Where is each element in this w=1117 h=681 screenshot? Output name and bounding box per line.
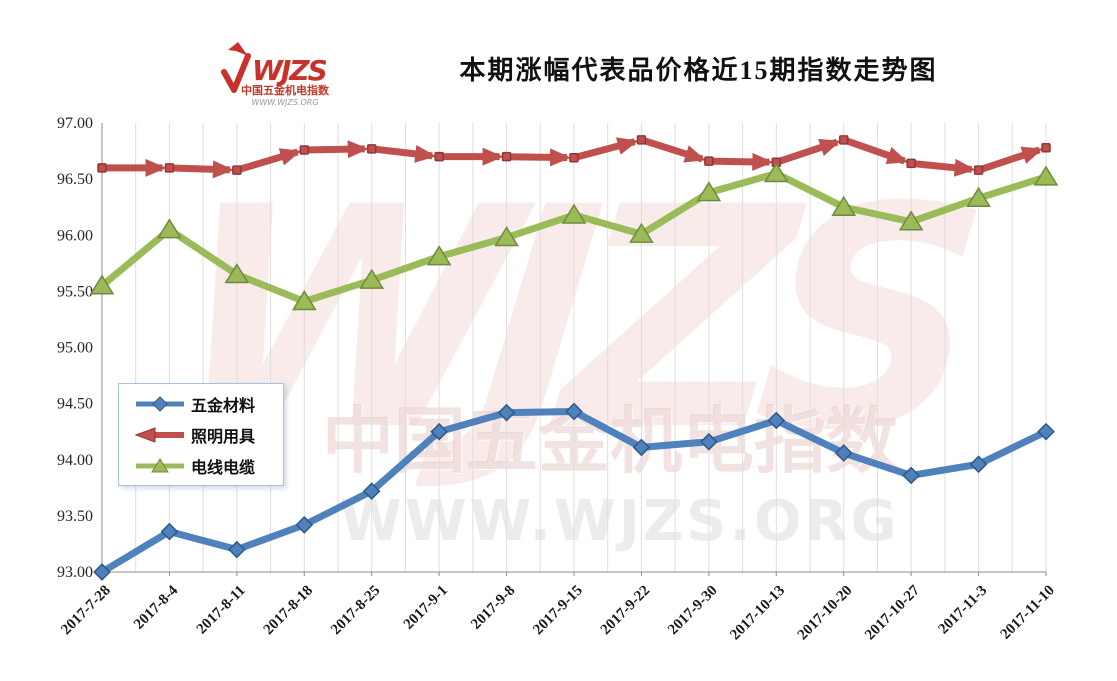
data-point-marker bbox=[696, 181, 722, 202]
legend-item-hardware: 五金材料 bbox=[133, 390, 283, 418]
data-point-marker bbox=[700, 432, 718, 451]
data-point-marker bbox=[763, 162, 789, 183]
data-point-marker bbox=[561, 203, 587, 224]
series-1 bbox=[97, 135, 1051, 179]
data-point-marker bbox=[295, 516, 314, 534]
data-point-marker bbox=[430, 422, 448, 441]
x-tick-label: 2017-8-4 bbox=[131, 582, 182, 633]
data-point-marker bbox=[902, 466, 920, 485]
series-2 bbox=[89, 162, 1059, 311]
data-point-marker bbox=[366, 144, 377, 154]
legend-label: 电线电缆 bbox=[191, 459, 256, 477]
data-point-marker bbox=[636, 135, 647, 145]
data-point-marker bbox=[232, 165, 242, 175]
logo-arrow-icon bbox=[221, 53, 251, 93]
data-point-marker bbox=[359, 268, 385, 289]
data-point-marker bbox=[973, 165, 984, 175]
data-point-marker bbox=[97, 163, 107, 173]
x-tick-label: 2017-9-15 bbox=[530, 583, 586, 639]
data-point-marker bbox=[362, 482, 381, 501]
y-tick-label: 95.50 bbox=[57, 283, 93, 300]
data-point-marker bbox=[767, 411, 786, 430]
data-point-marker bbox=[160, 522, 179, 541]
arrow-marker-icon bbox=[134, 426, 184, 443]
data-point-marker bbox=[501, 151, 512, 162]
data-point-marker bbox=[228, 540, 246, 559]
data-point-marker bbox=[93, 563, 111, 581]
data-point-marker bbox=[569, 153, 579, 163]
y-tick-label: 95.00 bbox=[57, 340, 93, 357]
logo-arrowhead-icon bbox=[228, 42, 248, 56]
x-tick-label: 2017-8-18 bbox=[261, 583, 317, 639]
data-point-marker bbox=[906, 158, 916, 169]
legend: 五金材料 照明用具 电线电缆 bbox=[118, 383, 284, 486]
logo-url: WWW.WJZS.ORG bbox=[251, 98, 318, 107]
data-point-marker bbox=[834, 444, 853, 462]
series-0 bbox=[93, 402, 1055, 581]
chart-title: 本期涨幅代表品价格近15期指数走势图 bbox=[459, 56, 938, 85]
data-point-marker bbox=[966, 186, 991, 207]
x-tick-label: 2017-9-8 bbox=[468, 583, 518, 633]
x-tick-label: 2017-10-13 bbox=[727, 583, 788, 644]
legend-item-lighting: 照明用具 bbox=[133, 421, 283, 449]
y-tick-label: 94.00 bbox=[57, 452, 93, 469]
axes bbox=[101, 123, 1047, 576]
legend-label: 五金材料 bbox=[191, 397, 256, 415]
data-point-marker bbox=[565, 402, 583, 421]
y-tick-label: 97.00 bbox=[57, 115, 93, 132]
data-point-marker bbox=[838, 135, 849, 145]
data-point-marker bbox=[164, 163, 175, 173]
data-point-marker bbox=[704, 156, 714, 166]
x-tick-label: 2017-9-22 bbox=[598, 583, 654, 639]
diamond-marker-icon bbox=[136, 395, 184, 412]
gridlines bbox=[135, 123, 1047, 572]
data-point-marker bbox=[426, 245, 452, 266]
y-axis-labels: 97.00 96.50 96.00 95.50 95.00 94.50 94.00 93.50… bbox=[57, 115, 93, 581]
data-point-marker bbox=[969, 455, 988, 474]
logo-tagline: 中国五金机电指数 bbox=[241, 83, 330, 97]
data-point-marker bbox=[291, 290, 317, 311]
data-point-marker bbox=[89, 274, 115, 295]
data-point-marker bbox=[1041, 142, 1051, 153]
data-point-marker bbox=[831, 195, 857, 216]
triangle-marker-icon bbox=[136, 457, 184, 472]
logo-brand: WJZS bbox=[252, 54, 327, 87]
legend-item-cable: 电线电缆 bbox=[133, 452, 283, 480]
x-axis-labels: 2017-7-28 2017-8-4 2017-8-11 2017-8-18 2017-… bbox=[58, 582, 1058, 643]
x-tick-label: 2017-10-20 bbox=[795, 583, 856, 644]
y-tick-label: 93.50 bbox=[57, 508, 93, 525]
header: WJZS 中国五金机电指数 WWW.WJZS.ORG 本期涨幅代表品价格近15期… bbox=[0, 0, 1117, 110]
data-point-marker bbox=[1033, 165, 1059, 186]
data-point-marker bbox=[434, 151, 444, 162]
y-tick-label: 96.50 bbox=[57, 171, 93, 188]
data-point-marker bbox=[1037, 422, 1055, 441]
y-tick-label: 96.00 bbox=[57, 227, 93, 244]
x-tick-label: 2017-11-10 bbox=[998, 583, 1058, 643]
x-tick-label: 2017-7-28 bbox=[58, 583, 114, 639]
data-point-marker bbox=[497, 403, 516, 422]
data-point-marker bbox=[299, 145, 310, 155]
brand-logo: WJZS 中国五金机电指数 WWW.WJZS.ORG bbox=[221, 42, 330, 107]
y-tick-label: 93.00 bbox=[57, 564, 93, 581]
x-tick-label: 2017-8-11 bbox=[194, 583, 249, 638]
x-tick-label: 2017-8-25 bbox=[328, 583, 384, 639]
data-point-marker bbox=[224, 263, 250, 284]
data-point-marker bbox=[629, 222, 654, 243]
x-tick-label: 2017-9-30 bbox=[665, 583, 721, 639]
data-point-marker bbox=[494, 226, 519, 247]
x-tick-label: 2017-10-27 bbox=[862, 582, 923, 643]
x-tick-label: 2017-9-1 bbox=[401, 583, 451, 633]
data-point-marker bbox=[898, 210, 924, 231]
y-tick-label: 94.50 bbox=[57, 396, 93, 413]
x-tick-label: 2017-11-3 bbox=[935, 583, 990, 638]
legend-label: 照明用具 bbox=[191, 428, 256, 446]
data-point-marker bbox=[632, 438, 651, 457]
data-point-marker bbox=[157, 218, 182, 239]
